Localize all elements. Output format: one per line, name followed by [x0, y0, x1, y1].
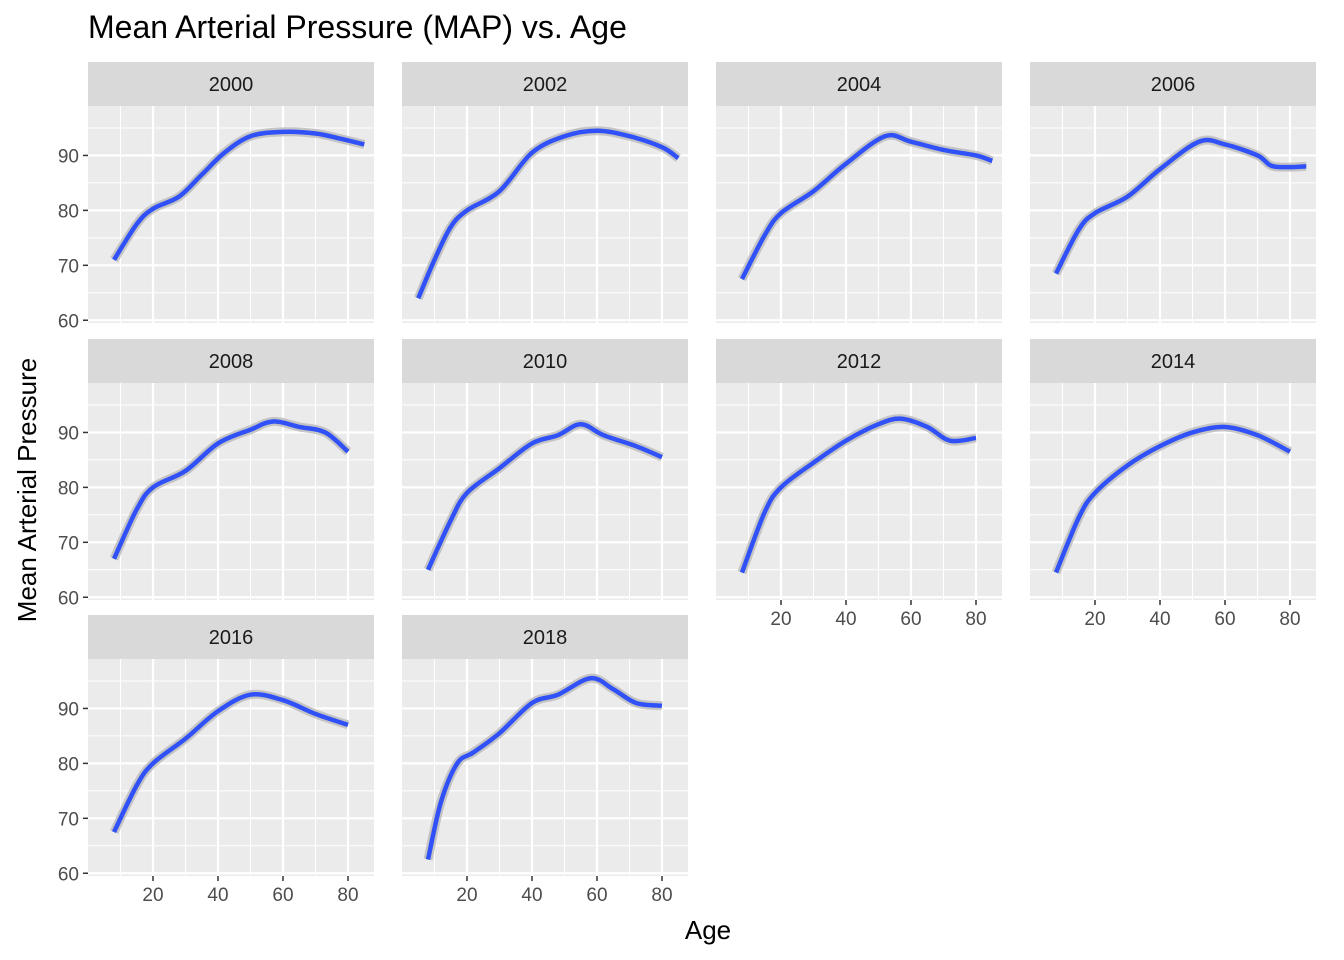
series-line [1053, 424, 1292, 574]
y-tick-label: 90 [58, 423, 79, 444]
series-line [111, 419, 350, 560]
series-line [740, 132, 994, 281]
facet-panel: 2016 60 70 80 90 20 40 60 80 [58, 615, 374, 906]
y-tick-label: 80 [58, 478, 79, 499]
facet-panel: 2004 [716, 62, 1002, 323]
facet-strip-label: 2010 [523, 351, 568, 373]
y-tick-label: 90 [58, 699, 79, 720]
y-tick-label: 70 [58, 256, 79, 277]
y-tick-label: 80 [58, 754, 79, 775]
y-tick-label: 80 [58, 201, 79, 222]
facet-strip [402, 615, 688, 659]
facet-strip-label: 2016 [209, 627, 254, 649]
facet-panel: 2008 60 70 80 90 [58, 339, 374, 609]
x-tick-label: 80 [337, 885, 358, 906]
x-tick-label: 80 [1279, 609, 1300, 630]
panel-background [1030, 106, 1316, 323]
facet-strip [1030, 339, 1316, 383]
panel-background [716, 383, 1002, 600]
facet-strip [716, 339, 1002, 383]
series-line [112, 129, 365, 262]
facet-panel: 2012 20 40 60 80 [716, 339, 1002, 630]
facet-strip [716, 62, 1002, 106]
facet-panels: 2000 60 70 80 90 2002 2004 2006 2008 60 70 80 90 2010… [58, 62, 1316, 906]
panel-background [402, 659, 688, 876]
facet-panel: 2014 20 40 60 80 [1030, 339, 1316, 630]
facet-strip-label: 2002 [523, 74, 568, 96]
x-tick-label: 40 [521, 885, 542, 906]
facet-panel: 2018 20 40 60 80 [402, 615, 688, 906]
facet-panel: 2000 60 70 80 90 [58, 62, 374, 332]
y-tick-label: 90 [58, 146, 79, 167]
facet-strip [402, 339, 688, 383]
y-tick-label: 70 [58, 533, 79, 554]
y-tick-label: 60 [58, 311, 79, 332]
panel-background [1030, 383, 1316, 600]
panel-background [716, 106, 1002, 323]
x-tick-label: 60 [1214, 609, 1235, 630]
facet-strip [88, 62, 374, 106]
facet-panel: 2002 [402, 62, 688, 323]
facet-strip-label: 2014 [1151, 351, 1196, 373]
x-tick-label: 60 [586, 885, 607, 906]
x-tick-label: 20 [142, 885, 163, 906]
facet-strip [1030, 62, 1316, 106]
series-line [416, 128, 680, 300]
panel-background [88, 383, 374, 600]
facet-panel: 2010 [402, 339, 688, 600]
x-tick-label: 20 [456, 885, 477, 906]
facet-strip-label: 2006 [1151, 74, 1196, 96]
x-tick-label: 40 [835, 609, 856, 630]
x-tick-label: 40 [1149, 609, 1170, 630]
series-line [111, 692, 349, 834]
y-tick-label: 70 [58, 809, 79, 830]
facet-strip-label: 2008 [209, 351, 254, 373]
panel-background [88, 659, 374, 876]
chart-title: Mean Arterial Pressure (MAP) vs. Age [88, 9, 627, 45]
y-tick-label: 60 [58, 864, 79, 885]
x-tick-label: 80 [651, 885, 672, 906]
series-line [1054, 137, 1307, 275]
x-tick-label: 20 [770, 609, 791, 630]
facet-panel: 2006 [1030, 62, 1316, 323]
facet-strip [402, 62, 688, 106]
x-tick-label: 20 [1084, 609, 1105, 630]
facet-strip-label: 2018 [523, 627, 568, 649]
x-axis-title: Age [685, 915, 731, 945]
facet-strip-label: 2000 [209, 74, 254, 96]
series-line [425, 421, 663, 571]
x-tick-label: 60 [900, 609, 921, 630]
series-line [425, 675, 663, 861]
facet-strip [88, 339, 374, 383]
facet-strip [88, 615, 374, 659]
x-tick-label: 80 [965, 609, 986, 630]
facet-strip-label: 2012 [837, 351, 882, 373]
facet-strip-label: 2004 [837, 74, 882, 96]
x-tick-label: 60 [272, 885, 293, 906]
x-tick-label: 40 [207, 885, 228, 906]
y-tick-label: 60 [58, 588, 79, 609]
y-axis-title: Mean Arterial Pressure [12, 358, 42, 622]
series-line [739, 416, 977, 574]
panel-background [402, 383, 688, 600]
